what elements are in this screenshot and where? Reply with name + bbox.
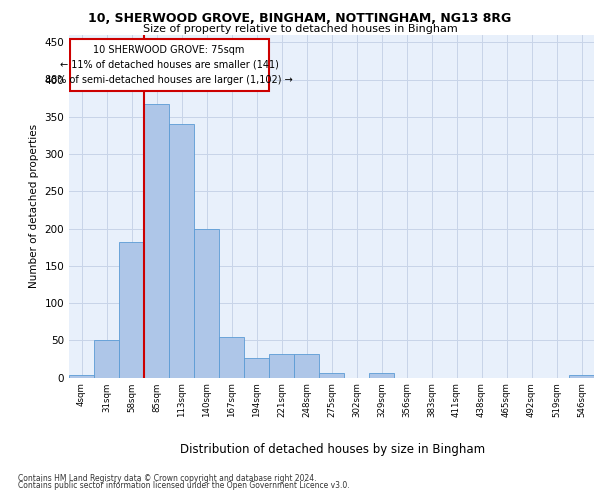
Bar: [144, 104, 169, 378]
Text: 10, SHERWOOD GROVE, BINGHAM, NOTTINGHAM, NG13 8RG: 10, SHERWOOD GROVE, BINGHAM, NOTTINGHAM,…: [88, 12, 512, 26]
Text: Contains public sector information licensed under the Open Government Licence v3: Contains public sector information licen…: [18, 481, 350, 490]
Text: 10 SHERWOOD GROVE: 75sqm
← 11% of detached houses are smaller (141)
88% of semi-: 10 SHERWOOD GROVE: 75sqm ← 11% of detach…: [45, 44, 293, 85]
Bar: [169, 124, 194, 378]
Bar: [194, 228, 219, 378]
Bar: [119, 242, 144, 378]
Bar: [244, 358, 269, 378]
Bar: [69, 376, 94, 378]
Bar: [94, 340, 119, 378]
Bar: [269, 354, 294, 378]
Text: Size of property relative to detached houses in Bingham: Size of property relative to detached ho…: [143, 24, 457, 34]
Text: Contains HM Land Registry data © Crown copyright and database right 2024.: Contains HM Land Registry data © Crown c…: [18, 474, 317, 483]
Text: Distribution of detached houses by size in Bingham: Distribution of detached houses by size …: [181, 442, 485, 456]
Y-axis label: Number of detached properties: Number of detached properties: [29, 124, 39, 288]
Bar: [219, 338, 244, 378]
Bar: [294, 354, 319, 378]
Bar: [369, 373, 394, 378]
FancyBboxPatch shape: [70, 38, 269, 91]
Bar: [569, 376, 594, 378]
Bar: [319, 373, 344, 378]
